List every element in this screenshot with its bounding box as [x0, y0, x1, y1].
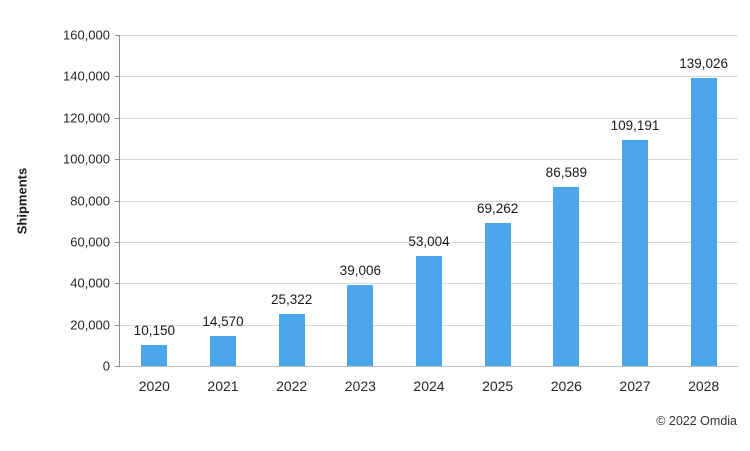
bar-2024: [415, 256, 442, 366]
gridline: [120, 35, 738, 36]
gridline: [120, 241, 738, 243]
x-tick-label: 2028: [688, 378, 720, 394]
x-tick-label: 2023: [344, 378, 376, 394]
bar-2020: [141, 345, 168, 366]
gridline: [120, 76, 738, 78]
bar-group-2025: 69,262 2025: [463, 35, 532, 394]
bar-group-2027: 109,191 2027: [601, 35, 670, 394]
bar-group-2022: 25,322 2022: [257, 35, 326, 394]
gridline: [120, 200, 738, 202]
y-axis-tick: [115, 241, 120, 243]
x-tick-label: 2025: [482, 378, 514, 394]
bar-value-label: 25,322: [271, 291, 313, 307]
y-tick-label: 60,000: [70, 234, 110, 250]
bar-value-label: 139,026: [679, 56, 729, 72]
x-tick-label: 2026: [550, 378, 582, 394]
bar-group-2023: 39,006 2023: [326, 35, 395, 394]
bar-group-2024: 53,004 2024: [395, 35, 464, 394]
y-axis-tick: [115, 200, 120, 202]
bar-value-label: 14,570: [202, 313, 244, 329]
x-tick-label: 2027: [619, 378, 651, 394]
x-tick-label: 2022: [276, 378, 308, 394]
bar-value-label: 10,150: [133, 323, 175, 339]
y-tick-label: 120,000: [63, 110, 110, 126]
y-tick-label: 160,000: [63, 27, 110, 43]
x-tick-label: 2024: [413, 378, 445, 394]
y-axis-tick: [115, 117, 120, 119]
bar-group-2026: 86,589 2026: [532, 35, 601, 394]
y-axis-tick: [115, 159, 120, 161]
bar-2023: [347, 285, 374, 366]
y-tick-label: 20,000: [70, 317, 110, 333]
bar-2026: [553, 186, 580, 366]
y-tick-label: 0: [102, 358, 110, 374]
bar-value-label: 39,006: [339, 263, 381, 279]
bar-value-label: 109,191: [610, 118, 660, 134]
y-tick-label: 140,000: [63, 68, 110, 84]
y-tick-label: 40,000: [70, 275, 110, 291]
plot-area: 0 20,000 40,000 60,000 80,000 100,000 120,000 1…: [63, 28, 738, 394]
bar-group-2021: 14,570 2021: [189, 35, 258, 394]
bar-2028: [690, 78, 717, 366]
bar-2021: [209, 335, 236, 366]
gridline: [120, 117, 738, 119]
y-tick-label: 100,000: [63, 151, 110, 167]
x-tick-label: 2021: [207, 378, 239, 394]
y-tick-label: 80,000: [70, 193, 110, 208]
bar-2022: [278, 313, 305, 366]
bar-2025: [484, 222, 511, 366]
y-axis-title: Shipments: [14, 167, 30, 235]
gridline: [120, 159, 738, 161]
bar-group-2028: 139,026 2028: [669, 35, 738, 394]
y-axis-tick: [115, 324, 120, 326]
bar-group-2020: 10,150 2020: [120, 35, 189, 394]
y-axis-tick: [115, 76, 120, 78]
x-tick-label: 2020: [138, 378, 170, 394]
y-axis-tick: [115, 366, 120, 367]
y-axis-tick: [115, 283, 120, 285]
bar-2027: [621, 140, 648, 366]
copyright-credit: © 2022 Omdia: [656, 414, 737, 428]
y-axis-tick: [115, 35, 120, 36]
bar-value-label: 53,004: [408, 234, 450, 250]
bar-value-label: 86,589: [545, 164, 587, 180]
bar-value-label: 69,262: [477, 200, 519, 216]
